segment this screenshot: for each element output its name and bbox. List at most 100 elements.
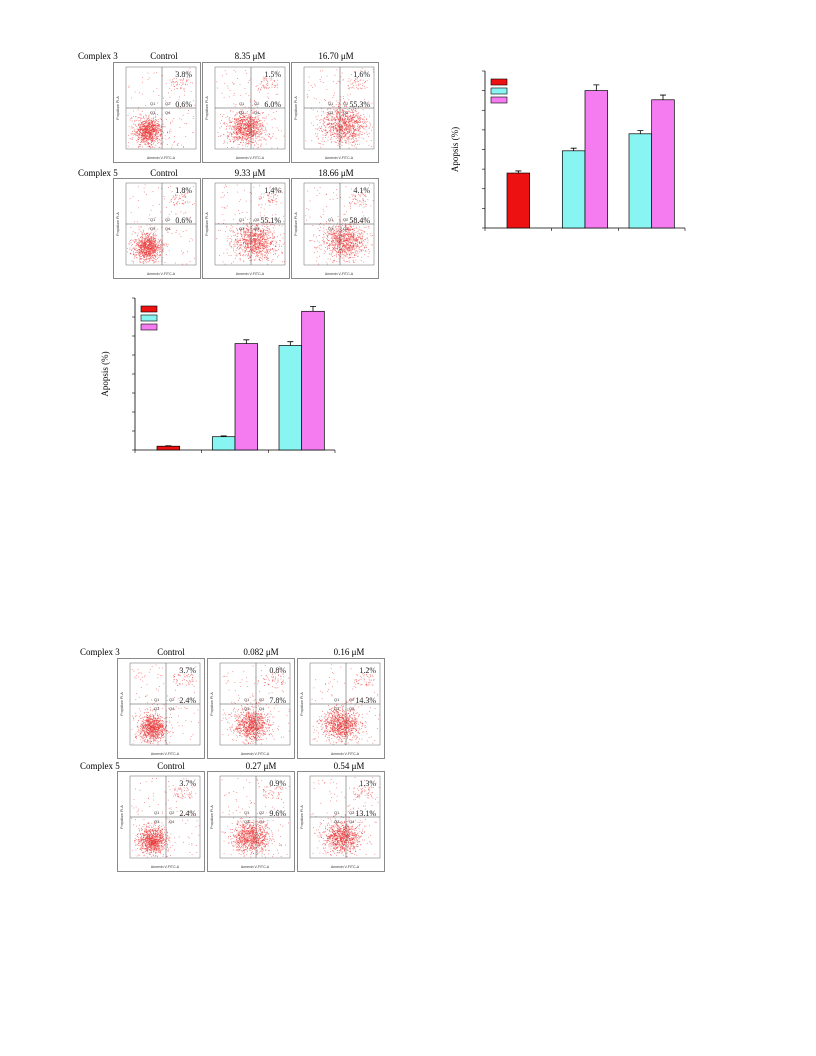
quadrant-label: Q3 bbox=[244, 819, 250, 824]
col-head: Control bbox=[157, 647, 185, 657]
x-axis-label: Annexin V-FITC-A bbox=[236, 156, 265, 160]
y-axis-label: Propidium PI-A bbox=[300, 692, 304, 716]
col-head: 16.70 μM bbox=[318, 51, 354, 61]
flow-panel: Q1 Q2 Q3 Q4 3.7% 2.4% Annexin V-FITC-A Propidiu… bbox=[117, 658, 205, 759]
legend-swatch bbox=[490, 78, 508, 86]
flow-panel: Q1 Q2 Q3 Q4 1.5% 6.0% Annexin V-FITC-A Propidiu… bbox=[202, 62, 290, 163]
q4-percent: 7.8% bbox=[269, 696, 286, 705]
flow-panel: Q1 Q2 Q3 Q4 0.9% 9.6% Annexin V-FITC-A Propidiu… bbox=[207, 771, 295, 872]
quadrant-label: Q4 bbox=[343, 110, 349, 115]
quadrant-label: Q4 bbox=[259, 819, 265, 824]
quadrant-label: Q1 bbox=[328, 101, 334, 106]
col-head: Control bbox=[157, 761, 185, 771]
quadrant-label: Q1 bbox=[244, 697, 250, 702]
quadrant-label: Q3 bbox=[154, 706, 160, 711]
quadrant-label: Q1 bbox=[244, 810, 250, 815]
x-axis-label: Annexin V-FITC-A bbox=[325, 272, 354, 276]
bar bbox=[561, 150, 586, 229]
x-axis-label: Annexin V-FITC-A bbox=[151, 752, 180, 756]
row-label-complex5: Complex 5 bbox=[78, 168, 118, 178]
flow-panel: Q1 Q2 Q3 Q4 3.8% 0.6% Annexin V-FITC-A Propidiu… bbox=[113, 62, 201, 163]
x-axis-label: Annexin V-FITC-A bbox=[325, 156, 354, 160]
bar bbox=[211, 436, 236, 451]
bar bbox=[156, 445, 181, 451]
flow-plot: Q1 Q2 Q3 Q4 3.8% 0.6% Annexin V-FITC-A Propidiu… bbox=[116, 66, 197, 160]
row-label-complex3: Complex 3 bbox=[80, 647, 120, 657]
q2-percent: 1.3% bbox=[359, 779, 376, 788]
q2-percent: 4.1% bbox=[353, 186, 370, 195]
quadrant-label: Q1 bbox=[150, 101, 156, 106]
quadrant-label: Q3 bbox=[328, 226, 334, 231]
bar bbox=[234, 343, 259, 451]
flow-panel: Q1 Q2 Q3 Q4 1.6% 55.3% Annexin V-FITC-A Propidi… bbox=[291, 62, 379, 163]
q4-percent: 0.6% bbox=[175, 216, 192, 225]
error-bar bbox=[515, 170, 522, 174]
quadrant-label: Q2 bbox=[254, 101, 260, 106]
error-bar bbox=[243, 339, 250, 344]
quadrant-label: Q4 bbox=[349, 706, 355, 711]
quadrant-label: Q1 bbox=[328, 217, 334, 222]
flow-panel: Q1 Q2 Q3 Q4 1.4% 55.1% Annexin V-FITC-A Propidi… bbox=[202, 178, 290, 279]
quadrant-label: Q3 bbox=[239, 226, 245, 231]
scatter-points bbox=[127, 184, 195, 265]
q4-percent: 14.3% bbox=[355, 696, 376, 705]
q4-percent: 13.1% bbox=[355, 809, 376, 818]
col-head: 0.27 μM bbox=[245, 761, 277, 771]
col-head: Control bbox=[150, 168, 178, 178]
q2-percent: 1.8% bbox=[175, 186, 192, 195]
x-axis-label: Annexin V-FITC-A bbox=[147, 156, 176, 160]
quadrant-label: Q3 bbox=[154, 819, 160, 824]
error-bar bbox=[593, 84, 600, 91]
q2-percent: 1.2% bbox=[359, 666, 376, 675]
flow-plot: Q1 Q2 Q3 Q4 1.2% 14.3% Annexin V-FITC-A Propidi… bbox=[300, 662, 381, 756]
y-axis-label: Propidium PI-A bbox=[210, 692, 214, 716]
q4-percent: 9.6% bbox=[269, 809, 286, 818]
flow-panel: Q1 Q2 Q3 Q4 4.1% 58.4% Annexin V-FITC-A Propidi… bbox=[291, 178, 379, 279]
flow-figure-bottom: Complex 3 Control 0.082 μM 0.16 μM Q1 Q2 Q… bbox=[0, 640, 400, 880]
q4-percent: 55.3% bbox=[349, 100, 370, 109]
x-axis-label: Annexin V-FITC-A bbox=[151, 865, 180, 869]
flow-panel: Q1 Q2 Q3 Q4 0.8% 7.8% Annexin V-FITC-A Propidiu… bbox=[207, 658, 295, 759]
row-label-complex5: Complex 5 bbox=[80, 761, 120, 771]
quadrant-label: Q3 bbox=[328, 110, 334, 115]
bar bbox=[651, 99, 675, 229]
flow-plot: Q1 Q2 Q3 Q4 1.8% 0.6% Annexin V-FITC-A Propidiu… bbox=[116, 182, 197, 276]
y-axis-label: Apopsis (%) bbox=[450, 127, 460, 172]
quadrant-label: Q4 bbox=[165, 226, 171, 231]
flow-plot: Q1 Q2 Q3 Q4 3.7% 2.4% Annexin V-FITC-A Propidiu… bbox=[120, 662, 201, 756]
flow-plot: Q1 Q2 Q3 Q4 3.7% 2.4% Annexin V-FITC-A Propidiu… bbox=[120, 775, 201, 869]
q2-percent: 0.9% bbox=[269, 779, 286, 788]
q4-percent: 58.4% bbox=[349, 216, 370, 225]
q2-percent: 0.8% bbox=[269, 666, 286, 675]
y-axis-label: Propidium PI-A bbox=[210, 805, 214, 829]
scatter-points bbox=[131, 778, 200, 858]
row-label-complex3: Complex 3 bbox=[78, 51, 118, 61]
flow-panel: Q1 Q2 Q3 Q4 1.3% 13.1% Annexin V-FITC-A Propidi… bbox=[297, 771, 385, 872]
flow-panel: Q1 Q2 Q3 Q4 3.7% 2.4% Annexin V-FITC-A Propidiu… bbox=[117, 771, 205, 872]
col-head: 18.66 μM bbox=[318, 168, 354, 178]
scatter-points bbox=[305, 68, 374, 149]
y-axis-label: Propidium PI-A bbox=[116, 212, 120, 236]
quadrant-label: Q3 bbox=[334, 706, 340, 711]
quadrant-label: Q4 bbox=[343, 226, 349, 231]
bar bbox=[628, 133, 653, 229]
col-head: Control bbox=[150, 51, 178, 61]
x-axis-label: Annexin V-FITC-A bbox=[331, 865, 360, 869]
y-axis-label: Propidium PI-A bbox=[116, 96, 120, 120]
q2-percent: 1.6% bbox=[353, 70, 370, 79]
quadrant-label: Q1 bbox=[154, 810, 160, 815]
legend-swatch bbox=[490, 87, 508, 95]
quadrant-label: Q2 bbox=[349, 697, 355, 702]
q4-percent: 0.6% bbox=[175, 100, 192, 109]
scatter-points bbox=[311, 664, 380, 745]
quadrant-label: Q2 bbox=[165, 101, 171, 106]
y-axis-label: Propidium PI-A bbox=[120, 805, 124, 829]
x-axis-label: Annexin V-FITC-A bbox=[147, 272, 176, 276]
flow-plot: Q1 Q2 Q3 Q4 1.6% 55.3% Annexin V-FITC-A Propidi… bbox=[294, 66, 375, 160]
y-axis-label: Propidium PI-A bbox=[205, 212, 209, 236]
y-axis-label: Propidium PI-A bbox=[120, 692, 124, 716]
q4-percent: 2.4% bbox=[179, 809, 196, 818]
bar bbox=[584, 90, 609, 229]
scatter-points bbox=[127, 68, 196, 149]
legend-swatch bbox=[140, 323, 158, 331]
